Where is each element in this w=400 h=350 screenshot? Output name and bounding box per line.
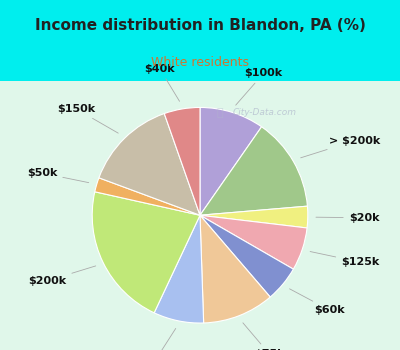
Text: $200k: $200k xyxy=(28,266,96,286)
Wedge shape xyxy=(154,215,204,323)
Wedge shape xyxy=(200,215,307,269)
Text: > $200k: > $200k xyxy=(301,136,380,158)
Wedge shape xyxy=(95,178,200,215)
Wedge shape xyxy=(164,107,200,215)
Text: $125k: $125k xyxy=(310,252,380,267)
Text: $30k: $30k xyxy=(140,328,176,350)
Wedge shape xyxy=(200,215,270,323)
Text: $60k: $60k xyxy=(290,289,345,315)
Text: $100k: $100k xyxy=(236,68,283,105)
Text: $150k: $150k xyxy=(58,104,118,133)
Wedge shape xyxy=(99,113,200,215)
Wedge shape xyxy=(200,215,293,297)
Text: $20k: $20k xyxy=(316,213,379,223)
Text: $75k: $75k xyxy=(243,323,284,350)
Text: $50k: $50k xyxy=(27,168,89,183)
Wedge shape xyxy=(200,107,262,215)
Text: White residents: White residents xyxy=(151,56,249,69)
Wedge shape xyxy=(92,192,200,313)
Text: Income distribution in Blandon, PA (%): Income distribution in Blandon, PA (%) xyxy=(34,18,366,33)
Text: ⦿: ⦿ xyxy=(216,108,223,118)
Wedge shape xyxy=(200,127,308,215)
Text: City-Data.com: City-Data.com xyxy=(232,108,296,117)
Text: $40k: $40k xyxy=(144,64,180,101)
Wedge shape xyxy=(200,206,308,228)
